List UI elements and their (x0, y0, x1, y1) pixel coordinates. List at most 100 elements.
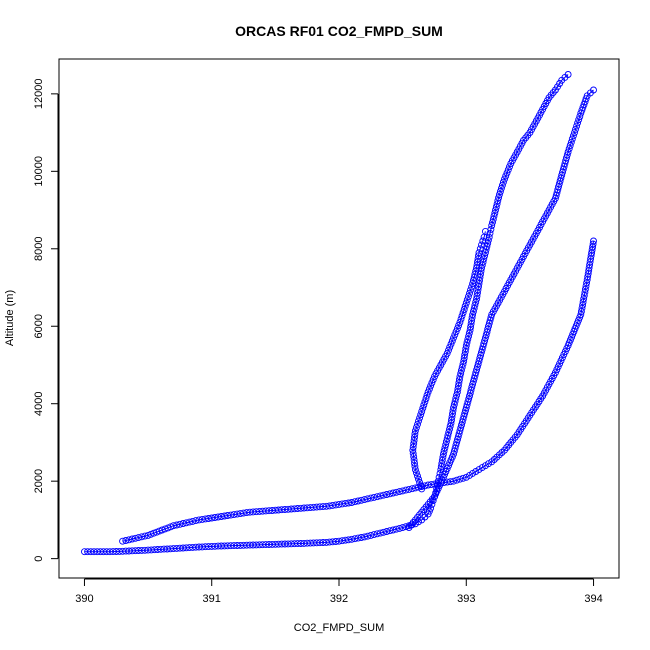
data-point (467, 286, 474, 294)
data-point (373, 530, 381, 538)
data-point (412, 469, 420, 477)
data-point (463, 296, 471, 304)
data-point (463, 339, 471, 346)
data-point (335, 500, 343, 508)
data-point (580, 295, 588, 303)
data-point (590, 237, 597, 245)
data-point (396, 524, 403, 532)
data-point (128, 535, 136, 543)
data-point (448, 337, 456, 345)
data-point (195, 516, 203, 524)
data-point (495, 191, 503, 199)
data-point (411, 466, 419, 474)
data-point (493, 200, 501, 208)
data-point (227, 511, 235, 519)
data-point (332, 538, 340, 545)
data-point (558, 354, 566, 362)
data-point (566, 142, 574, 149)
data-point (417, 482, 425, 490)
data-point (243, 509, 251, 517)
data-point (489, 218, 496, 226)
data-point (411, 433, 418, 441)
data-point (422, 395, 430, 402)
data-point (481, 227, 489, 235)
data-point (504, 166, 512, 174)
data-point (501, 175, 508, 183)
data-point (419, 404, 427, 412)
data-point (590, 86, 597, 94)
data-point (461, 302, 469, 310)
data-point (456, 373, 464, 381)
y-axis-label: Altitude (m) (4, 290, 16, 346)
data-point (499, 178, 507, 186)
data-point (367, 531, 375, 539)
data-point (565, 145, 573, 153)
data-point (469, 277, 477, 284)
data-point (567, 138, 575, 146)
data-point (469, 308, 477, 315)
data-point (450, 401, 458, 408)
data-point (410, 453, 418, 461)
data-point (579, 301, 587, 309)
data-point (423, 391, 431, 399)
data-point (497, 184, 505, 192)
data-point (389, 489, 397, 497)
series-line (408, 89, 594, 528)
data-point (135, 534, 142, 542)
data-point (452, 394, 460, 402)
data-point (457, 315, 465, 323)
data-point (581, 288, 589, 296)
data-point (577, 308, 585, 315)
y-tick-label: 10000 (33, 156, 45, 187)
data-point (332, 501, 340, 509)
data-point (472, 298, 480, 306)
data-point (329, 538, 337, 546)
data-point (492, 206, 499, 214)
data-point (487, 314, 495, 321)
data-point (578, 106, 586, 114)
data-point (452, 328, 460, 336)
x-axis-label: CO2_FMPD_SUM (294, 622, 384, 634)
data-point (376, 492, 384, 500)
data-point (443, 349, 451, 357)
data-point (119, 537, 127, 545)
data-point (351, 535, 359, 543)
data-point (569, 132, 577, 140)
data-point (205, 515, 212, 522)
data-point (449, 407, 457, 415)
data-point (224, 512, 232, 519)
data-point (373, 493, 381, 501)
data-point (451, 331, 459, 339)
data-point (131, 534, 139, 542)
data-point (361, 533, 368, 541)
data-point (447, 340, 455, 348)
data-point (392, 525, 400, 533)
data-point (494, 197, 502, 205)
data-point (576, 113, 584, 120)
data-point (471, 270, 479, 278)
data-point (476, 245, 484, 253)
data-point (446, 422, 454, 430)
data-point (411, 459, 418, 467)
data-point (457, 366, 465, 374)
data-point (492, 203, 500, 211)
data-point (348, 499, 356, 506)
data-point (122, 537, 130, 544)
data-point (410, 437, 418, 444)
data-point (386, 527, 394, 535)
data-point (319, 503, 327, 511)
data-point (486, 229, 494, 237)
data-point (383, 528, 391, 535)
data-point (478, 261, 486, 269)
y-tick-label: 8000 (33, 237, 45, 261)
data-point (445, 346, 452, 354)
data-point (208, 514, 216, 522)
data-point (453, 476, 461, 484)
data-point (421, 398, 429, 406)
data-point (173, 521, 181, 529)
series-line (84, 74, 569, 553)
data-point (370, 531, 378, 539)
data-point (495, 194, 503, 202)
plot-area: 390 391 392 393 394 0 2000 4000 6000 8000 10000 120… (33, 58, 620, 605)
